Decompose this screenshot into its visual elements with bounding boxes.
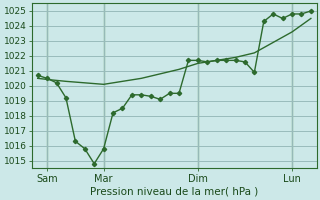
X-axis label: Pression niveau de la mer( hPa ): Pression niveau de la mer( hPa ) (90, 187, 259, 197)
